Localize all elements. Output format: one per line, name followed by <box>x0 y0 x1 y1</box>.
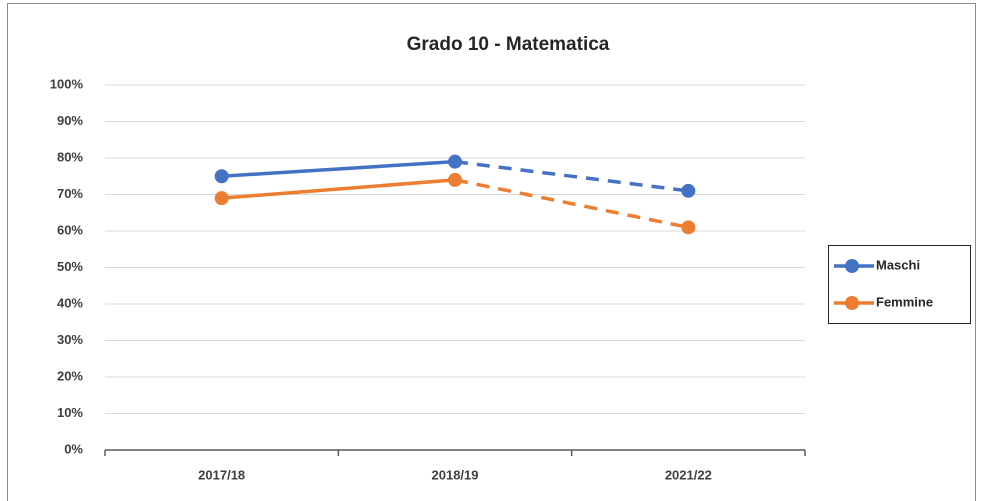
y-tick-label: 10% <box>57 405 83 420</box>
legend-label: Maschi <box>876 257 920 272</box>
legend-marker <box>845 259 859 273</box>
y-tick-label: 70% <box>57 186 83 201</box>
y-tick-label: 60% <box>57 222 83 237</box>
y-tick-label: 50% <box>57 259 83 274</box>
series-marker <box>448 154 462 169</box>
x-tick-label: 2017/18 <box>198 467 245 482</box>
series-line <box>454 178 689 230</box>
series-line <box>221 159 456 178</box>
y-tick-label: 40% <box>57 295 83 310</box>
series-marker <box>681 220 696 235</box>
y-tick-label: 90% <box>57 113 83 128</box>
legend-marker <box>845 296 859 310</box>
series-marker <box>681 183 696 198</box>
y-tick-label: 30% <box>57 332 83 347</box>
chart-title: Grado 10 - Matematica <box>407 34 610 55</box>
series-line <box>454 159 689 193</box>
series-marker <box>214 169 229 184</box>
x-tick-label: 2021/22 <box>665 467 712 482</box>
y-tick-label: 20% <box>57 368 83 383</box>
legend-label: Femmine <box>876 294 933 309</box>
series-marker <box>448 172 462 187</box>
series-marker <box>214 191 229 206</box>
x-tick-label: 2018/19 <box>432 467 479 482</box>
y-tick-label: 80% <box>57 149 83 164</box>
chart-frame <box>7 3 976 501</box>
legend-box <box>828 245 971 324</box>
y-tick-label: 100% <box>50 76 84 91</box>
y-tick-label: 0% <box>64 441 83 456</box>
series-line <box>221 178 456 200</box>
